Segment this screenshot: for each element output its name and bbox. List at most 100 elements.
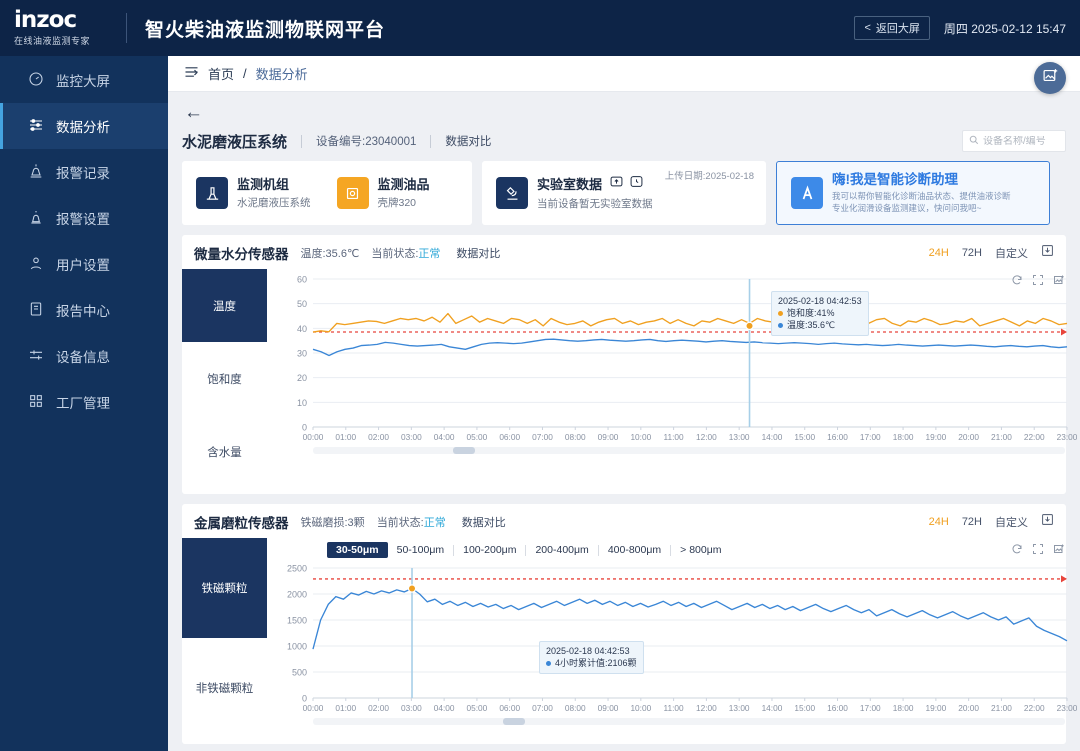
- svg-text:500: 500: [292, 668, 307, 678]
- tab-nonferrous-particles[interactable]: 非铁磁颗粒: [195, 683, 254, 695]
- card-ai-assistant[interactable]: 嗨!我是智能诊断助理 我可以帮你智能化诊断油品状态、提供油液诊断 专业化润滑设备…: [776, 161, 1050, 225]
- back-to-dashboard-button[interactable]: < 返回大屏: [854, 16, 930, 40]
- search-box[interactable]: [962, 130, 1066, 152]
- svg-text:13:00: 13:00: [729, 432, 750, 442]
- svg-text:03:00: 03:00: [401, 703, 422, 713]
- metal-particle-plot: 0 500 1000 1500 2000 2500 00:00 01:00 02:00 03:00…: [287, 564, 1078, 714]
- svg-text:10:00: 10:00: [630, 432, 651, 442]
- restore-icon[interactable]: [1011, 542, 1023, 560]
- svg-text:07:00: 07:00: [532, 703, 553, 713]
- zoom-box-icon[interactable]: [1032, 542, 1044, 560]
- sidebar: 监控大屏 数据分析 报警记录 报警设置 用户设置 报告中心 设备信息: [0, 56, 168, 751]
- pill-30-50[interactable]: 30-50μm: [327, 542, 388, 558]
- download-icon[interactable]: [1041, 244, 1054, 262]
- sidebar-item-data-analysis[interactable]: 数据分析: [0, 103, 168, 149]
- svg-text:0: 0: [302, 694, 307, 704]
- feedback-fab-button[interactable]: [1034, 62, 1066, 94]
- chart-scrollbar-thumb[interactable]: [453, 447, 475, 454]
- chevron-left-icon: <: [864, 22, 871, 34]
- panel-status-label: 当前状态:: [371, 248, 419, 260]
- panel-header: 金属磨粒传感器 铁磁磨损:3颗 当前状态:正常 数据对比 24H 72H 自定义: [182, 504, 1066, 538]
- panel-body: 温度 饱和度 含水量: [182, 269, 1078, 494]
- sidebar-item-user-settings[interactable]: 用户设置: [0, 241, 168, 287]
- tab-saturation[interactable]: 饱和度: [207, 373, 242, 386]
- sidebar-item-device-info[interactable]: 设备信息: [0, 333, 168, 379]
- page-title: 水泥磨液压系统: [182, 133, 288, 151]
- pill-100-200[interactable]: 100-200μm: [463, 544, 517, 556]
- svg-text:60: 60: [297, 275, 307, 285]
- sidebar-item-alarm-settings[interactable]: 报警设置: [0, 195, 168, 241]
- range-24h[interactable]: 24H: [928, 516, 949, 528]
- svg-text:02:00: 02:00: [368, 703, 389, 713]
- download-icon[interactable]: [1041, 513, 1054, 531]
- sidebar-item-monitor-dashboard[interactable]: 监控大屏: [0, 57, 168, 103]
- tab-temperature[interactable]: 温度: [182, 269, 267, 342]
- ai-icon: [791, 177, 823, 209]
- save-image-icon[interactable]: [1053, 273, 1065, 291]
- chart-scrollbar[interactable]: [313, 718, 1065, 725]
- monitored-oil-title: 监测油品: [377, 176, 430, 192]
- range-custom[interactable]: 自定义: [995, 248, 1028, 260]
- divider: [670, 544, 672, 556]
- chart-scrollbar[interactable]: [313, 447, 1065, 454]
- device-compare-link[interactable]: 数据对比: [445, 136, 492, 148]
- svg-text:03:00: 03:00: [401, 432, 422, 442]
- zoom-box-icon[interactable]: [1032, 273, 1044, 291]
- pill-over-800[interactable]: > 800μm: [680, 544, 722, 556]
- back-arrow-icon[interactable]: ←: [184, 102, 203, 123]
- logo: inzoc 在线油液监测专家: [0, 9, 120, 47]
- svg-text:14:00: 14:00: [762, 432, 783, 442]
- monitored-unit-subtitle: 水泥磨液压系统: [237, 196, 311, 209]
- ai-unit: 嗨!我是智能诊断助理 我可以帮你智能化诊断油品状态、提供油液诊断 专业化润滑设备…: [791, 172, 1011, 214]
- lab-subtitle: 当前设备暂无实验室数据: [537, 198, 653, 210]
- user-icon: [28, 255, 44, 274]
- info-cards: 监测机组 水泥磨液压系统 监测油品 壳牌320 上传日期:2025-02-18: [182, 161, 1066, 225]
- machine-icon: [196, 177, 228, 209]
- save-image-icon[interactable]: [1053, 542, 1065, 560]
- panel-compare-link[interactable]: 数据对比: [456, 248, 501, 260]
- pill-200-400[interactable]: 200-400μm: [535, 544, 589, 556]
- ai-desc-line2: 专业化润滑设备监测建议，快问问我吧~: [832, 203, 982, 213]
- range-24h[interactable]: 24H: [928, 247, 949, 259]
- sidebar-item-label: 数据分析: [56, 120, 110, 135]
- panel-compare-link[interactable]: 数据对比: [461, 517, 506, 529]
- monitored-oil: 监测油品 壳牌320: [336, 176, 430, 210]
- pill-50-100[interactable]: 50-100μm: [396, 544, 445, 556]
- breadcrumb-home[interactable]: 首页: [208, 67, 235, 82]
- svg-text:11:00: 11:00: [664, 432, 685, 442]
- ai-desc-line1: 我可以帮你智能化诊断油品状态、提供油液诊断: [832, 191, 1011, 201]
- sidebar-item-alarm-records[interactable]: 报警记录: [0, 149, 168, 195]
- svg-text:30: 30: [297, 349, 307, 359]
- status-badge: 正常: [418, 248, 441, 260]
- restore-icon[interactable]: [1011, 273, 1023, 291]
- tab-water-content[interactable]: 含水量: [207, 446, 242, 459]
- panel-title: 微量水分传感器: [194, 247, 289, 262]
- svg-text:16:00: 16:00: [827, 432, 848, 442]
- sidebar-item-factory-management[interactable]: 工厂管理: [0, 379, 168, 425]
- range-custom[interactable]: 自定义: [995, 517, 1028, 529]
- panel-body: 铁磁颗粒 非铁磁颗粒: [182, 538, 1078, 744]
- chart-moisture[interactable]: 0 10 20 30 40 50 60 00:00 01:00 02:00 03:00 04:00 05…: [267, 269, 1079, 494]
- svg-text:06:00: 06:00: [499, 703, 520, 713]
- svg-text:08:00: 08:00: [565, 432, 586, 442]
- range-72h[interactable]: 72H: [961, 516, 982, 528]
- svg-text:18:00: 18:00: [893, 432, 914, 442]
- chart-metal-particles[interactable]: 30-50μm 50-100μm 100-200μm 200-400μm 400…: [267, 538, 1079, 744]
- range-72h[interactable]: 72H: [961, 247, 982, 259]
- svg-text:09:00: 09:00: [598, 703, 619, 713]
- breadcrumb-separator: /: [243, 66, 247, 81]
- breadcrumb-bar: 首页 / 数据分析: [168, 56, 1080, 94]
- search-input[interactable]: [983, 135, 1059, 147]
- chart-scrollbar-thumb[interactable]: [503, 718, 525, 725]
- tab-ferrous-particles[interactable]: 铁磁颗粒: [182, 538, 267, 638]
- menu-icon[interactable]: [184, 65, 199, 83]
- sidebar-item-report-center[interactable]: 报告中心: [0, 287, 168, 333]
- panel-wear-count: 铁磁磨损:3颗: [300, 517, 365, 529]
- monitored-oil-subtitle: 壳牌320: [377, 196, 417, 209]
- back-to-dashboard-label: 返回大屏: [875, 23, 920, 35]
- svg-text:10: 10: [297, 398, 307, 408]
- pill-400-800[interactable]: 400-800μm: [607, 544, 662, 556]
- app-title: 智火柴油液监测物联网平台: [145, 19, 386, 41]
- upload-cloud-icon[interactable]: [610, 175, 623, 193]
- history-clock-icon[interactable]: [630, 175, 643, 193]
